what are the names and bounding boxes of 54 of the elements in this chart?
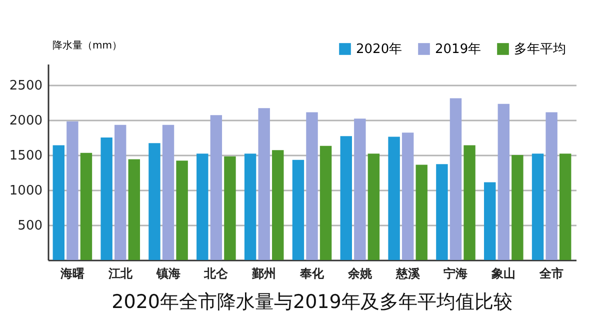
x-tick-label: 北仑	[203, 266, 230, 280]
bar	[484, 182, 496, 260]
bar	[128, 159, 140, 260]
bar	[114, 124, 126, 260]
bar	[436, 164, 448, 260]
bar	[368, 154, 380, 260]
bar	[306, 112, 318, 260]
x-tick-label: 象山	[490, 266, 516, 280]
bar	[52, 145, 65, 260]
bar	[292, 160, 304, 260]
x-tick-label: 镇海	[155, 266, 180, 280]
bar	[100, 138, 112, 260]
x-tick-label: 宁海	[444, 266, 468, 280]
legend-label: 多年平均	[514, 42, 566, 57]
bar	[162, 124, 174, 260]
bar	[176, 160, 188, 260]
bar	[320, 146, 332, 260]
bar	[244, 154, 256, 260]
bar	[354, 118, 366, 260]
y-tick-label: 500	[18, 218, 42, 234]
bar	[546, 112, 558, 260]
y-axis-title: 降水量（mm）	[52, 40, 122, 52]
y-tick-label: 2000	[9, 114, 42, 128]
y-tick-label: 1500	[9, 148, 42, 164]
x-tick-label: 奉化	[299, 266, 325, 280]
bar	[402, 132, 414, 260]
bar	[532, 154, 544, 260]
bar	[416, 164, 428, 260]
y-tick-label: 1000	[9, 184, 42, 198]
x-tick-label: 江北	[107, 266, 134, 280]
bar	[464, 145, 476, 260]
bar	[388, 136, 400, 260]
x-tick-label: 全市	[538, 266, 564, 280]
bar	[258, 108, 270, 260]
bar	[512, 155, 524, 260]
x-tick-label: 慈溪	[394, 266, 421, 280]
bar	[196, 154, 208, 260]
x-tick-label: 海曙	[59, 266, 84, 280]
bar	[66, 121, 78, 260]
bar	[559, 154, 572, 260]
legend-label: 2020年	[356, 42, 402, 57]
bar	[148, 143, 160, 260]
legend-label: 2019年	[435, 42, 482, 57]
x-tick-label: 鄞州	[251, 266, 276, 280]
y-tick-label: 2500	[9, 78, 42, 94]
bar	[80, 152, 92, 260]
bar	[272, 150, 284, 260]
text: 2020年全市降水量与2019年及多年平均值比较	[112, 291, 512, 313]
x-tick-label: 余姚	[346, 266, 373, 280]
bar	[210, 115, 222, 260]
bar	[450, 98, 462, 260]
bar	[340, 136, 352, 260]
bar	[224, 156, 236, 260]
bar	[498, 104, 510, 260]
